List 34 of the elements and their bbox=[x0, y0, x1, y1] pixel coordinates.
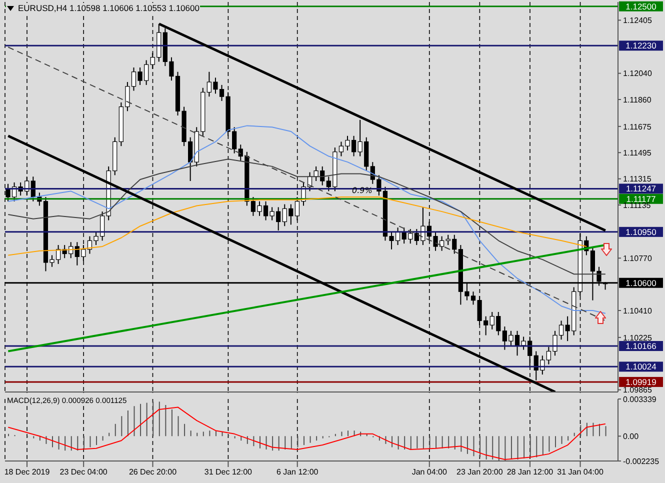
y-tick-label: 1.09865 bbox=[623, 386, 652, 395]
ref-line-label: 1.10950 bbox=[626, 226, 657, 237]
x-tick-label: 23 Dec 04:00 bbox=[60, 468, 108, 477]
ref-line-label: 1.12500 bbox=[626, 1, 657, 12]
y-tick-label: 0.00 bbox=[623, 432, 640, 441]
ref-line-label: 1.11247 bbox=[626, 184, 656, 194]
x-tick-label: Jan 04:00 bbox=[412, 468, 448, 477]
ref-line-label: 1.09919 bbox=[626, 376, 657, 387]
ref-line-label: 1.12230 bbox=[626, 40, 657, 51]
x-tick-label: 23 Jan 20:00 bbox=[456, 468, 504, 477]
y-tick-label: 1.11315 bbox=[623, 174, 652, 184]
y-tick-label: 1.12040 bbox=[623, 69, 652, 78]
y-tick-label: 1.10770 bbox=[623, 254, 652, 263]
y-tick-label: 1.10225 bbox=[623, 333, 652, 342]
ref-line-label: 1.11177 bbox=[626, 194, 656, 204]
x-tick-label: 28 Jan 12:00 bbox=[506, 468, 554, 477]
chart-title: EURUSD,H4 1.10598 1.10606 1.10553 1.10600 bbox=[18, 3, 200, 13]
line-series bbox=[8, 406, 606, 460]
x-tick-label: 31 Jan 04:00 bbox=[557, 468, 604, 477]
y-tick-label: -0.002235 bbox=[623, 456, 660, 466]
x-tick-label: 31 Dec 12:00 bbox=[204, 468, 253, 477]
y-tick-label: 1.11675 bbox=[623, 122, 652, 132]
x-tick-label: 18 Dec 2019 bbox=[4, 468, 50, 477]
ref-line-label: 1.10600 bbox=[626, 278, 657, 288]
y-tick-label: 1.12405 bbox=[623, 16, 652, 26]
ref-line-label: 1.10024 bbox=[626, 362, 657, 372]
x-tick-label: 26 Dec 20:00 bbox=[128, 468, 178, 477]
y-tick-label: 1.11495 bbox=[623, 148, 652, 158]
line-series bbox=[8, 196, 588, 256]
y-tick-label: 1.11860 bbox=[623, 95, 652, 104]
ref-line-label: 1.10166 bbox=[626, 341, 657, 352]
y-tick-label: 0.003339 bbox=[623, 394, 657, 404]
y-tick-label: 1.10410 bbox=[623, 306, 652, 316]
x-tick-label: 6 Jan 12:00 bbox=[276, 468, 319, 477]
